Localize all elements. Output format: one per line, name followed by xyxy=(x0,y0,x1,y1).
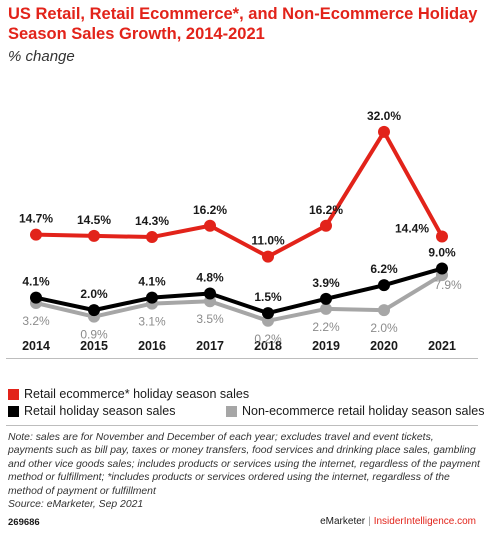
brand-separator: | xyxy=(368,516,371,527)
data-label: 0.9% xyxy=(80,328,108,342)
x-tick-label: 2017 xyxy=(196,339,224,353)
data-label: 32.0% xyxy=(367,109,401,123)
x-tick-label: 2020 xyxy=(370,339,398,353)
data-point xyxy=(146,231,158,244)
legend-swatch-non-ecommerce xyxy=(226,405,237,417)
source-text: Source: eMarketer, Sep 2021 xyxy=(8,499,144,511)
data-label: 0.2% xyxy=(254,332,282,346)
data-label: 7.9% xyxy=(434,278,462,292)
data-label: 3.2% xyxy=(22,314,50,328)
x-tick-label: 2015 xyxy=(80,339,108,353)
data-point xyxy=(146,291,158,304)
note-text: Note: sales are for November and Decembe… xyxy=(8,432,480,497)
data-label: 4.1% xyxy=(138,275,166,289)
chart-title: US Retail, Retail Ecommerce*, and Non-Ec… xyxy=(8,5,478,43)
data-label: 11.0% xyxy=(251,234,285,248)
data-point xyxy=(204,287,216,300)
chart-id: 269686 xyxy=(8,517,40,528)
data-point xyxy=(30,228,42,241)
x-tick-label: 2021 xyxy=(428,339,456,353)
data-label: 4.1% xyxy=(22,275,50,289)
data-point xyxy=(320,302,332,315)
brand-name: eMarketer xyxy=(320,516,366,527)
data-label: 14.5% xyxy=(77,213,111,227)
data-label: 9.0% xyxy=(428,246,456,260)
data-point xyxy=(30,291,42,304)
data-label: 4.8% xyxy=(196,270,224,284)
data-point xyxy=(436,262,448,275)
data-label: 2.2% xyxy=(312,320,340,334)
data-label: 14.4% xyxy=(395,221,429,235)
data-point xyxy=(262,307,274,320)
data-label: 14.7% xyxy=(19,212,53,226)
data-point xyxy=(378,125,390,138)
data-point xyxy=(320,292,332,305)
data-label: 14.3% xyxy=(135,214,169,228)
series-line-1 xyxy=(34,266,444,316)
series-line-2 xyxy=(34,273,444,323)
data-point xyxy=(88,304,100,317)
legend-label-non-ecommerce: Non-ecommerce retail holiday season sale… xyxy=(242,404,484,418)
legend-item-retail: Retail holiday season sales xyxy=(8,404,175,418)
footer-brand: eMarketer | InsiderIntelligence.com xyxy=(320,516,476,527)
legend-swatch-ecommerce xyxy=(8,388,19,400)
x-tick-label: 2014 xyxy=(22,339,50,353)
chart-note: Note: sales are for November and Decembe… xyxy=(8,431,480,511)
data-label: 6.2% xyxy=(370,262,398,276)
data-point xyxy=(378,304,390,317)
legend-label-retail: Retail holiday season sales xyxy=(24,404,176,418)
data-label: 3.5% xyxy=(196,312,224,326)
series-line-0 xyxy=(34,129,444,259)
legend-item-ecommerce: Retail ecommerce* holiday season sales xyxy=(8,387,249,401)
legend-swatch-retail xyxy=(8,405,19,417)
data-label: 16.2% xyxy=(193,203,227,217)
data-point xyxy=(262,250,274,263)
data-label: 2.0% xyxy=(370,321,398,335)
legend-item-non-ecommerce: Non-ecommerce retail holiday season sale… xyxy=(226,404,484,418)
data-label: 3.9% xyxy=(312,276,340,290)
brand-site: InsiderIntelligence.com xyxy=(373,516,476,527)
axis-divider xyxy=(6,358,478,359)
x-tick-label: 2019 xyxy=(312,339,340,353)
note-divider xyxy=(6,425,478,426)
data-point xyxy=(378,279,390,292)
data-point xyxy=(204,219,216,232)
line-chart: 2014 2015 2016 2017 2018 2019 2020 2021 14.7% 14.… xyxy=(19,109,462,353)
chart-subtitle: % change xyxy=(8,48,75,65)
data-point xyxy=(436,230,448,243)
data-label: 16.2% xyxy=(309,203,343,217)
x-tick-label: 2016 xyxy=(138,339,166,353)
legend-label-ecommerce: Retail ecommerce* holiday season sales xyxy=(24,387,250,401)
data-point xyxy=(320,219,332,232)
data-point xyxy=(88,229,100,242)
data-label: 3.1% xyxy=(138,315,166,329)
data-label: 1.5% xyxy=(254,290,282,304)
data-label: 2.0% xyxy=(80,287,108,301)
x-tick-label: 2018 xyxy=(254,339,282,353)
